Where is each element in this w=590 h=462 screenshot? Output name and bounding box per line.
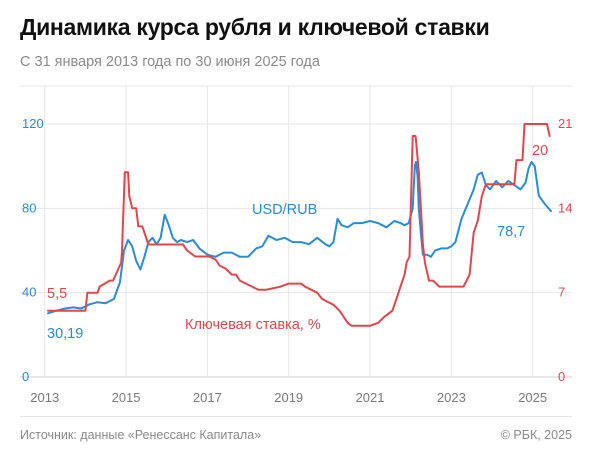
left-tick-label: 40 — [22, 285, 36, 300]
usd-start-label: 30,19 — [47, 326, 83, 342]
x-tick-label: 2019 — [274, 390, 303, 405]
right-tick-label: 21 — [558, 116, 572, 131]
copyright: © РБК, 2025 — [500, 428, 572, 442]
left-tick-label: 120 — [22, 116, 44, 131]
grid-layer — [20, 85, 572, 378]
x-tick-label: 2023 — [437, 390, 466, 405]
x-tick-label: 2021 — [356, 390, 385, 405]
rate-start-label: 5,5 — [47, 286, 67, 302]
rate-end-label: 20 — [532, 143, 548, 159]
series-labels: USD/RUB Ключевая ставка, % 30,19 5,5 78,7 20 — [47, 143, 548, 342]
left-axis-ticks: 0 40 80 120 — [22, 116, 44, 384]
chart-title: Динамика курса рубля и ключевой ставки — [20, 14, 490, 40]
usd-series-label: USD/RUB — [252, 202, 317, 218]
right-axis-ticks: 0 7 14 21 — [558, 116, 572, 384]
x-tick-label: 2015 — [112, 390, 141, 405]
key-rate-line — [47, 123, 551, 327]
x-tick-label: 2013 — [30, 390, 59, 405]
source-note: Источник: данные «Ренессанс Капитала» — [20, 428, 262, 442]
right-tick-label: 7 — [558, 285, 565, 300]
usd-rub-line — [47, 161, 552, 315]
x-axis-ticks: 2013 2015 2017 2019 2021 2023 2025 — [30, 390, 547, 405]
usd-end-label: 78,7 — [497, 224, 525, 240]
rate-series-label: Ключевая ставка, % — [185, 317, 321, 333]
footer-divider — [20, 416, 572, 417]
right-tick-label: 14 — [558, 200, 572, 215]
left-tick-label: 80 — [22, 200, 36, 215]
x-tick-label: 2025 — [518, 390, 547, 405]
x-tick-label: 2017 — [193, 390, 222, 405]
left-tick-label: 0 — [22, 369, 29, 384]
right-tick-label: 0 — [558, 369, 565, 384]
series-layer — [47, 123, 552, 327]
chart-subtitle: С 31 января 2013 года по 30 июня 2025 го… — [20, 54, 320, 70]
